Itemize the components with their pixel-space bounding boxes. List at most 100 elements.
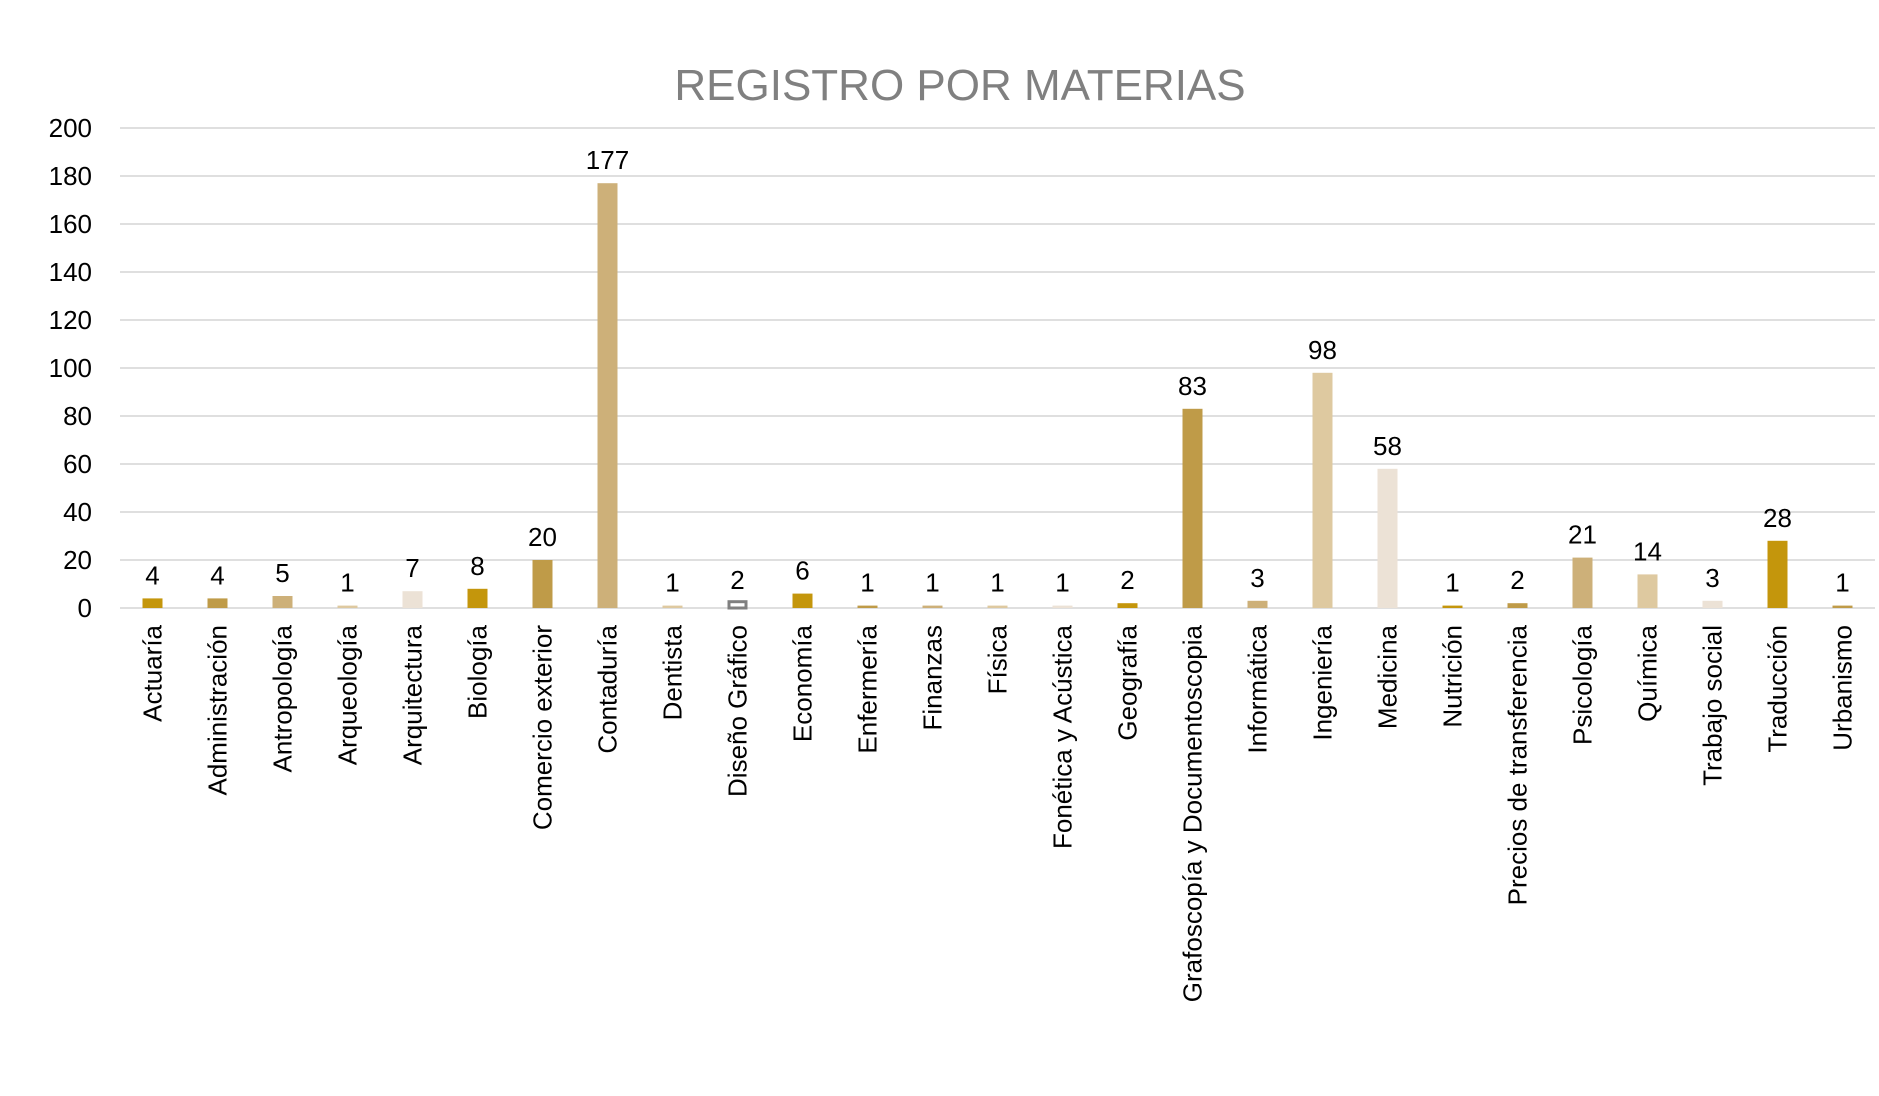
bar (1052, 605, 1073, 608)
x-tick-label: Actuaría (138, 624, 168, 721)
x-tick-label: Nutrición (1438, 625, 1468, 728)
bar (1312, 372, 1333, 608)
x-tick-label: Diseño Gráfico (723, 625, 753, 797)
x-tick-label: Ingeniería (1308, 624, 1338, 740)
data-label: 8 (470, 551, 484, 581)
bar (1117, 603, 1138, 608)
data-label: 1 (340, 568, 354, 598)
x-axis-category-labels: Actuaría Administración Antropología Arqueo… (138, 624, 1858, 1002)
bar (1832, 605, 1853, 608)
data-label: 1 (860, 568, 874, 598)
x-tick-label: Comercio exterior (528, 625, 558, 831)
data-label: 2 (730, 565, 744, 595)
bar (1182, 408, 1203, 608)
gridlines (120, 127, 1875, 609)
bar (727, 600, 748, 610)
x-tick-label: Psicología (1568, 624, 1598, 744)
data-label: 1 (925, 568, 939, 598)
y-tick-label: 100 (49, 353, 92, 383)
bar (467, 588, 488, 608)
data-label: 20 (528, 522, 557, 552)
data-label: 28 (1763, 503, 1792, 533)
data-label: 6 (795, 556, 809, 586)
x-tick-label: Arquitectura (398, 624, 428, 765)
x-tick-label: Geografía (1113, 624, 1143, 740)
bar (402, 591, 423, 608)
bar (142, 598, 163, 608)
x-tick-label: Economía (788, 624, 818, 742)
y-tick-label: 160 (49, 209, 92, 239)
x-tick-label: Informática (1243, 624, 1273, 753)
data-label: 1 (990, 568, 1004, 598)
bar (987, 605, 1008, 608)
bar (1507, 603, 1528, 608)
x-tick-label: Administración (203, 625, 233, 796)
data-label: 21 (1568, 520, 1597, 550)
data-label: 4 (210, 560, 224, 590)
bars (142, 183, 1853, 610)
data-label: 98 (1308, 335, 1337, 365)
y-tick-label: 40 (63, 497, 92, 527)
bar (792, 593, 813, 608)
data-label: 83 (1178, 371, 1207, 401)
x-tick-label: Medicina (1373, 624, 1403, 729)
data-label: 1 (1055, 568, 1069, 598)
x-tick-label: Biología (463, 624, 493, 718)
data-label: 14 (1633, 536, 1662, 566)
data-label: 3 (1705, 563, 1719, 593)
x-tick-label: Grafoscopía y Documentoscopia (1178, 624, 1208, 1002)
data-label: 1 (665, 568, 679, 598)
data-label: 5 (275, 558, 289, 588)
data-label: 58 (1373, 431, 1402, 461)
bar (1377, 468, 1398, 608)
y-tick-label: 140 (49, 257, 92, 287)
x-tick-label: Física (983, 624, 1013, 694)
bar (532, 560, 553, 608)
y-tick-label: 60 (63, 449, 92, 479)
data-label: 3 (1250, 563, 1264, 593)
x-tick-label: Finanzas (918, 625, 948, 731)
data-label: 7 (405, 553, 419, 583)
data-label: 1 (1835, 568, 1849, 598)
x-tick-label: Antropología (268, 624, 298, 772)
x-tick-label: Dentista (658, 624, 688, 720)
bar (1572, 557, 1593, 608)
y-tick-label: 120 (49, 305, 92, 335)
x-tick-label: Fonética y Acústica (1048, 624, 1078, 849)
data-label: 2 (1510, 565, 1524, 595)
y-tick-label: 20 (63, 545, 92, 575)
x-tick-label: Enfermería (853, 624, 883, 753)
bar (857, 605, 878, 608)
y-tick-label: 180 (49, 161, 92, 191)
bar (1442, 605, 1463, 608)
bar (1767, 540, 1788, 608)
bar (337, 605, 358, 608)
bar (662, 605, 683, 608)
x-tick-label: Precios de transferencia (1503, 624, 1533, 905)
bar (272, 596, 293, 608)
data-label: 2 (1120, 565, 1134, 595)
x-tick-label: Contaduría (593, 624, 623, 753)
y-tick-label: 200 (49, 113, 92, 143)
data-label: 4 (145, 560, 159, 590)
y-tick-label: 0 (78, 593, 92, 623)
bar (1637, 574, 1658, 608)
data-label: 1 (1445, 568, 1459, 598)
bar (922, 605, 943, 608)
data-labels: 4 4 5 1 7 8 20 177 1 2 6 1 1 1 1 2 83 3 98 58 1 2 21 14 3 28 1 (145, 145, 1849, 597)
x-tick-label: Química (1633, 624, 1663, 721)
bar (597, 183, 618, 608)
data-label: 177 (586, 145, 629, 175)
x-tick-label: Traducción (1763, 625, 1793, 753)
x-tick-label: Urbanismo (1828, 625, 1858, 751)
x-tick-label: Trabajo social (1698, 625, 1728, 786)
bar (207, 598, 228, 608)
bar (1247, 600, 1268, 608)
chart-title: REGISTRO POR MATERIAS (674, 61, 1245, 110)
bar (1702, 600, 1723, 608)
y-axis-tick-labels: 0 20 40 60 80 100 120 140 160 180 200 (49, 113, 92, 623)
y-tick-label: 80 (63, 401, 92, 431)
x-tick-label: Arqueología (333, 624, 363, 765)
